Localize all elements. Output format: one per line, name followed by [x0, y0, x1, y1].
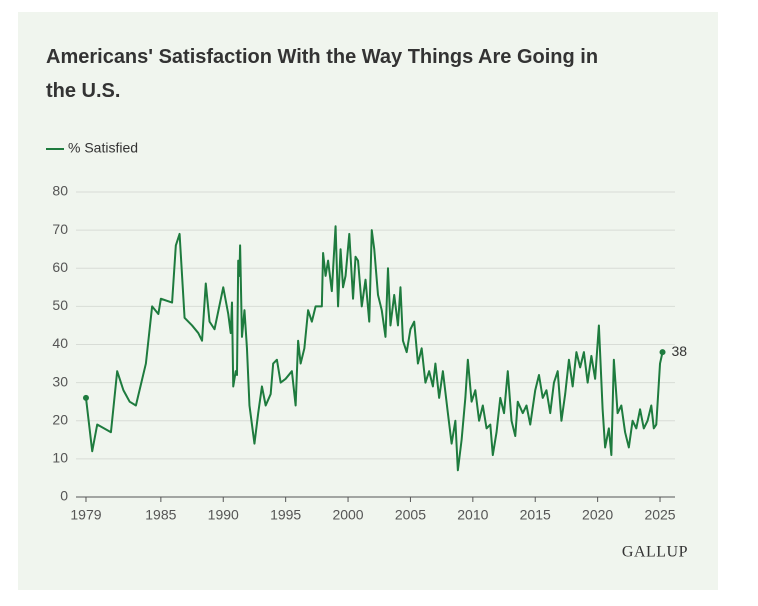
x-tick-label: 2015	[520, 507, 551, 523]
x-tick-label: 2000	[332, 507, 363, 523]
end-label: 38	[672, 343, 688, 359]
end-point	[659, 349, 666, 356]
x-tick-label: 2005	[395, 507, 426, 523]
y-tick-label: 0	[60, 488, 68, 504]
x-tick-label: 2020	[582, 507, 613, 523]
title-line: the U.S.	[46, 80, 120, 102]
y-tick-label: 30	[52, 373, 68, 389]
y-tick-label: 10	[52, 450, 68, 466]
x-tick-label: 1979	[70, 507, 101, 523]
end-point	[82, 394, 89, 401]
y-tick-label: 80	[52, 183, 68, 199]
x-tick-label: 2010	[457, 507, 488, 523]
x-tick-label: 1990	[208, 507, 239, 523]
x-tick-label: 1985	[145, 507, 176, 523]
y-tick-label: 20	[52, 411, 68, 427]
x-tick-label: 2025	[644, 507, 675, 523]
y-tick-label: 50	[52, 297, 68, 313]
x-tick-label: 1995	[270, 507, 301, 523]
series-line	[84, 225, 664, 472]
source-logo: GALLUP	[622, 544, 688, 561]
chart-title: Americans' Satisfaction With the Way Thi…	[46, 46, 604, 102]
y-tick-label: 60	[52, 259, 68, 275]
y-tick-label: 40	[52, 335, 68, 351]
y-tick-label: 70	[52, 221, 68, 237]
legend-label: % Satisfied	[68, 140, 138, 156]
title-line: Americans' Satisfaction With the Way Thi…	[46, 46, 604, 68]
